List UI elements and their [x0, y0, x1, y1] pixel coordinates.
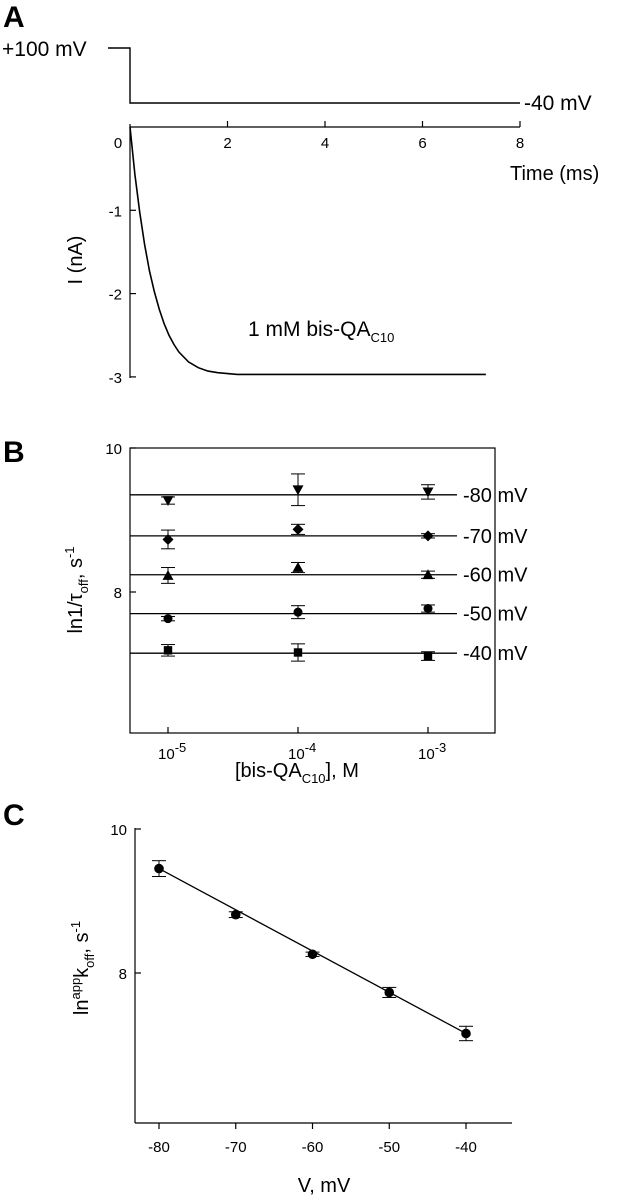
marker-triangle-up [422, 569, 434, 580]
drug-annotation: 1 mM bis-QAC10 [248, 318, 394, 345]
x-tick-label-b-base: 10 [418, 746, 435, 763]
x-tick-label-b: 10-3 [418, 740, 446, 763]
y-ticks-c: 10 8 [110, 822, 141, 983]
y-axis-label-c-tail: , s [71, 932, 93, 953]
marker-triangle-down [422, 487, 434, 498]
voltage-protocol-trace [108, 47, 520, 104]
marker-square [423, 651, 433, 661]
test-pulse-label: -40 mV [524, 92, 592, 115]
x-axis-label-b: [bis-QAC10], M [235, 760, 359, 786]
marker-circle [163, 614, 173, 624]
x-tick-label-a: 4 [321, 135, 329, 152]
y-axis-label-c-main: ln [71, 1000, 93, 1016]
x-tick-label-b-base: 10 [288, 746, 305, 763]
marker-triangle-down [292, 485, 304, 496]
marker-circle-c [384, 987, 395, 998]
x-tick-label-c: -70 [225, 1139, 247, 1156]
x-ticks-b: 10-5 10-4 10-3 [158, 727, 446, 763]
marker-diamond [422, 530, 434, 542]
x-axis-label-c: V, mV [298, 1175, 351, 1197]
x-tick-label-c: -50 [378, 1139, 400, 1156]
marker-circle-c [230, 909, 241, 920]
panel-letter-a: A [3, 1, 25, 34]
panel-letter-b: B [3, 436, 25, 469]
series-b: -80 mV -70 mV -60 mV -50 mV -40 mV [130, 473, 528, 665]
y-axis-label-b: ln1/τoff, s-1 [62, 546, 91, 633]
y-axis-label-b-sup: -1 [62, 546, 77, 558]
panel-letter-c: C [3, 799, 25, 832]
y-tick-label-a: -1 [109, 203, 122, 220]
x-tick-label-b-exp: -4 [305, 740, 317, 755]
drug-annotation-main: 1 mM bis-QA [248, 318, 371, 341]
marker-circle-c [307, 949, 318, 960]
marker-circle [293, 607, 303, 617]
x-tick-label-c: -80 [148, 1139, 170, 1156]
marker-triangle-up [292, 562, 304, 572]
x-tick-label-c: -60 [302, 1139, 324, 1156]
marker-circle-c [461, 1028, 471, 1039]
x-tick-label-b-exp: -5 [175, 740, 187, 755]
y-tick-label-b: 8 [114, 585, 122, 602]
marker-circle [423, 604, 433, 614]
plot-frame-b [129, 447, 496, 734]
series-label-b: -40 mV [463, 643, 528, 665]
points-c [152, 860, 473, 1042]
y-axis-label-b-main: ln1/τ [65, 593, 87, 633]
y-tick-label-c: 10 [110, 822, 127, 839]
x-tick-label-a: 2 [223, 135, 231, 152]
x-tick-label-a: 8 [516, 135, 524, 152]
y-tick-label-c: 8 [119, 966, 127, 983]
series-label-b: -60 mV [463, 565, 528, 587]
y-tick-label-a: -3 [109, 370, 122, 387]
y-tick-label-b: 10 [105, 441, 122, 458]
series-label-b: -50 mV [463, 604, 528, 626]
x-tick-label-a: 0 [114, 135, 122, 152]
y-axis-label-a: I (nA) [65, 236, 87, 285]
y-axis-label-c-sup1: app [68, 978, 83, 1000]
marker-triangle-up [162, 569, 174, 580]
y-axis-label-c-sup2: -1 [68, 921, 83, 933]
panel-c: C -80 -70 -60 -50 -40 10 8 V, mV lnappkoff, s… [3, 799, 512, 1197]
x-tick-label-b-base: 10 [158, 746, 175, 763]
x-ticks-c: -80 -70 -60 -50 -40 [148, 1123, 477, 1156]
drug-annotation-sub: C10 [371, 330, 395, 345]
x-tick-label-c: -40 [455, 1139, 477, 1156]
y-ticks-a: -1 -2 -3 [109, 203, 136, 387]
y-axis-label-b-sub: off [76, 579, 91, 594]
x-tick-label-b: 10-5 [158, 740, 186, 763]
marker-triangle-down [162, 496, 174, 507]
series-label-b: -80 mV [463, 485, 528, 507]
marker-diamond [292, 523, 304, 535]
marker-square [163, 646, 173, 655]
series-label-b: -70 mV [463, 526, 528, 548]
prepulse-label: +100 mV [2, 38, 87, 61]
y-axis-label-b-tail: , s [65, 558, 87, 579]
x-tick-label-a: 6 [418, 135, 426, 152]
marker-diamond [162, 533, 174, 545]
marker-square [293, 648, 303, 657]
x-axis-label-a: Time (ms) [510, 163, 599, 185]
y-tick-label-a: -2 [109, 287, 122, 304]
panel-b: B 10-5 10-4 10-3 108 -80 mV-70 mV-60 mV-50… [3, 436, 528, 786]
x-ticks-a: 0 2 4 6 8 [114, 121, 524, 152]
x-tick-label-b: 10-4 [288, 740, 316, 763]
y-ticks-b: 10 8 [105, 441, 136, 602]
x-axis-label-b-tail: ], M [326, 760, 359, 782]
y-axis-label-c-mid: k [71, 967, 93, 978]
x-axis-label-b-sub: C10 [302, 771, 326, 786]
x-axis-label-b-main: [bis-QA [235, 760, 302, 782]
current-trace [129, 126, 486, 376]
y-axis-label-c-sub: off [82, 953, 97, 968]
y-axis-label-c: lnappkoff, s-1 [68, 921, 97, 1015]
x-tick-label-b-exp: -3 [435, 740, 447, 755]
marker-circle-c [154, 863, 164, 874]
